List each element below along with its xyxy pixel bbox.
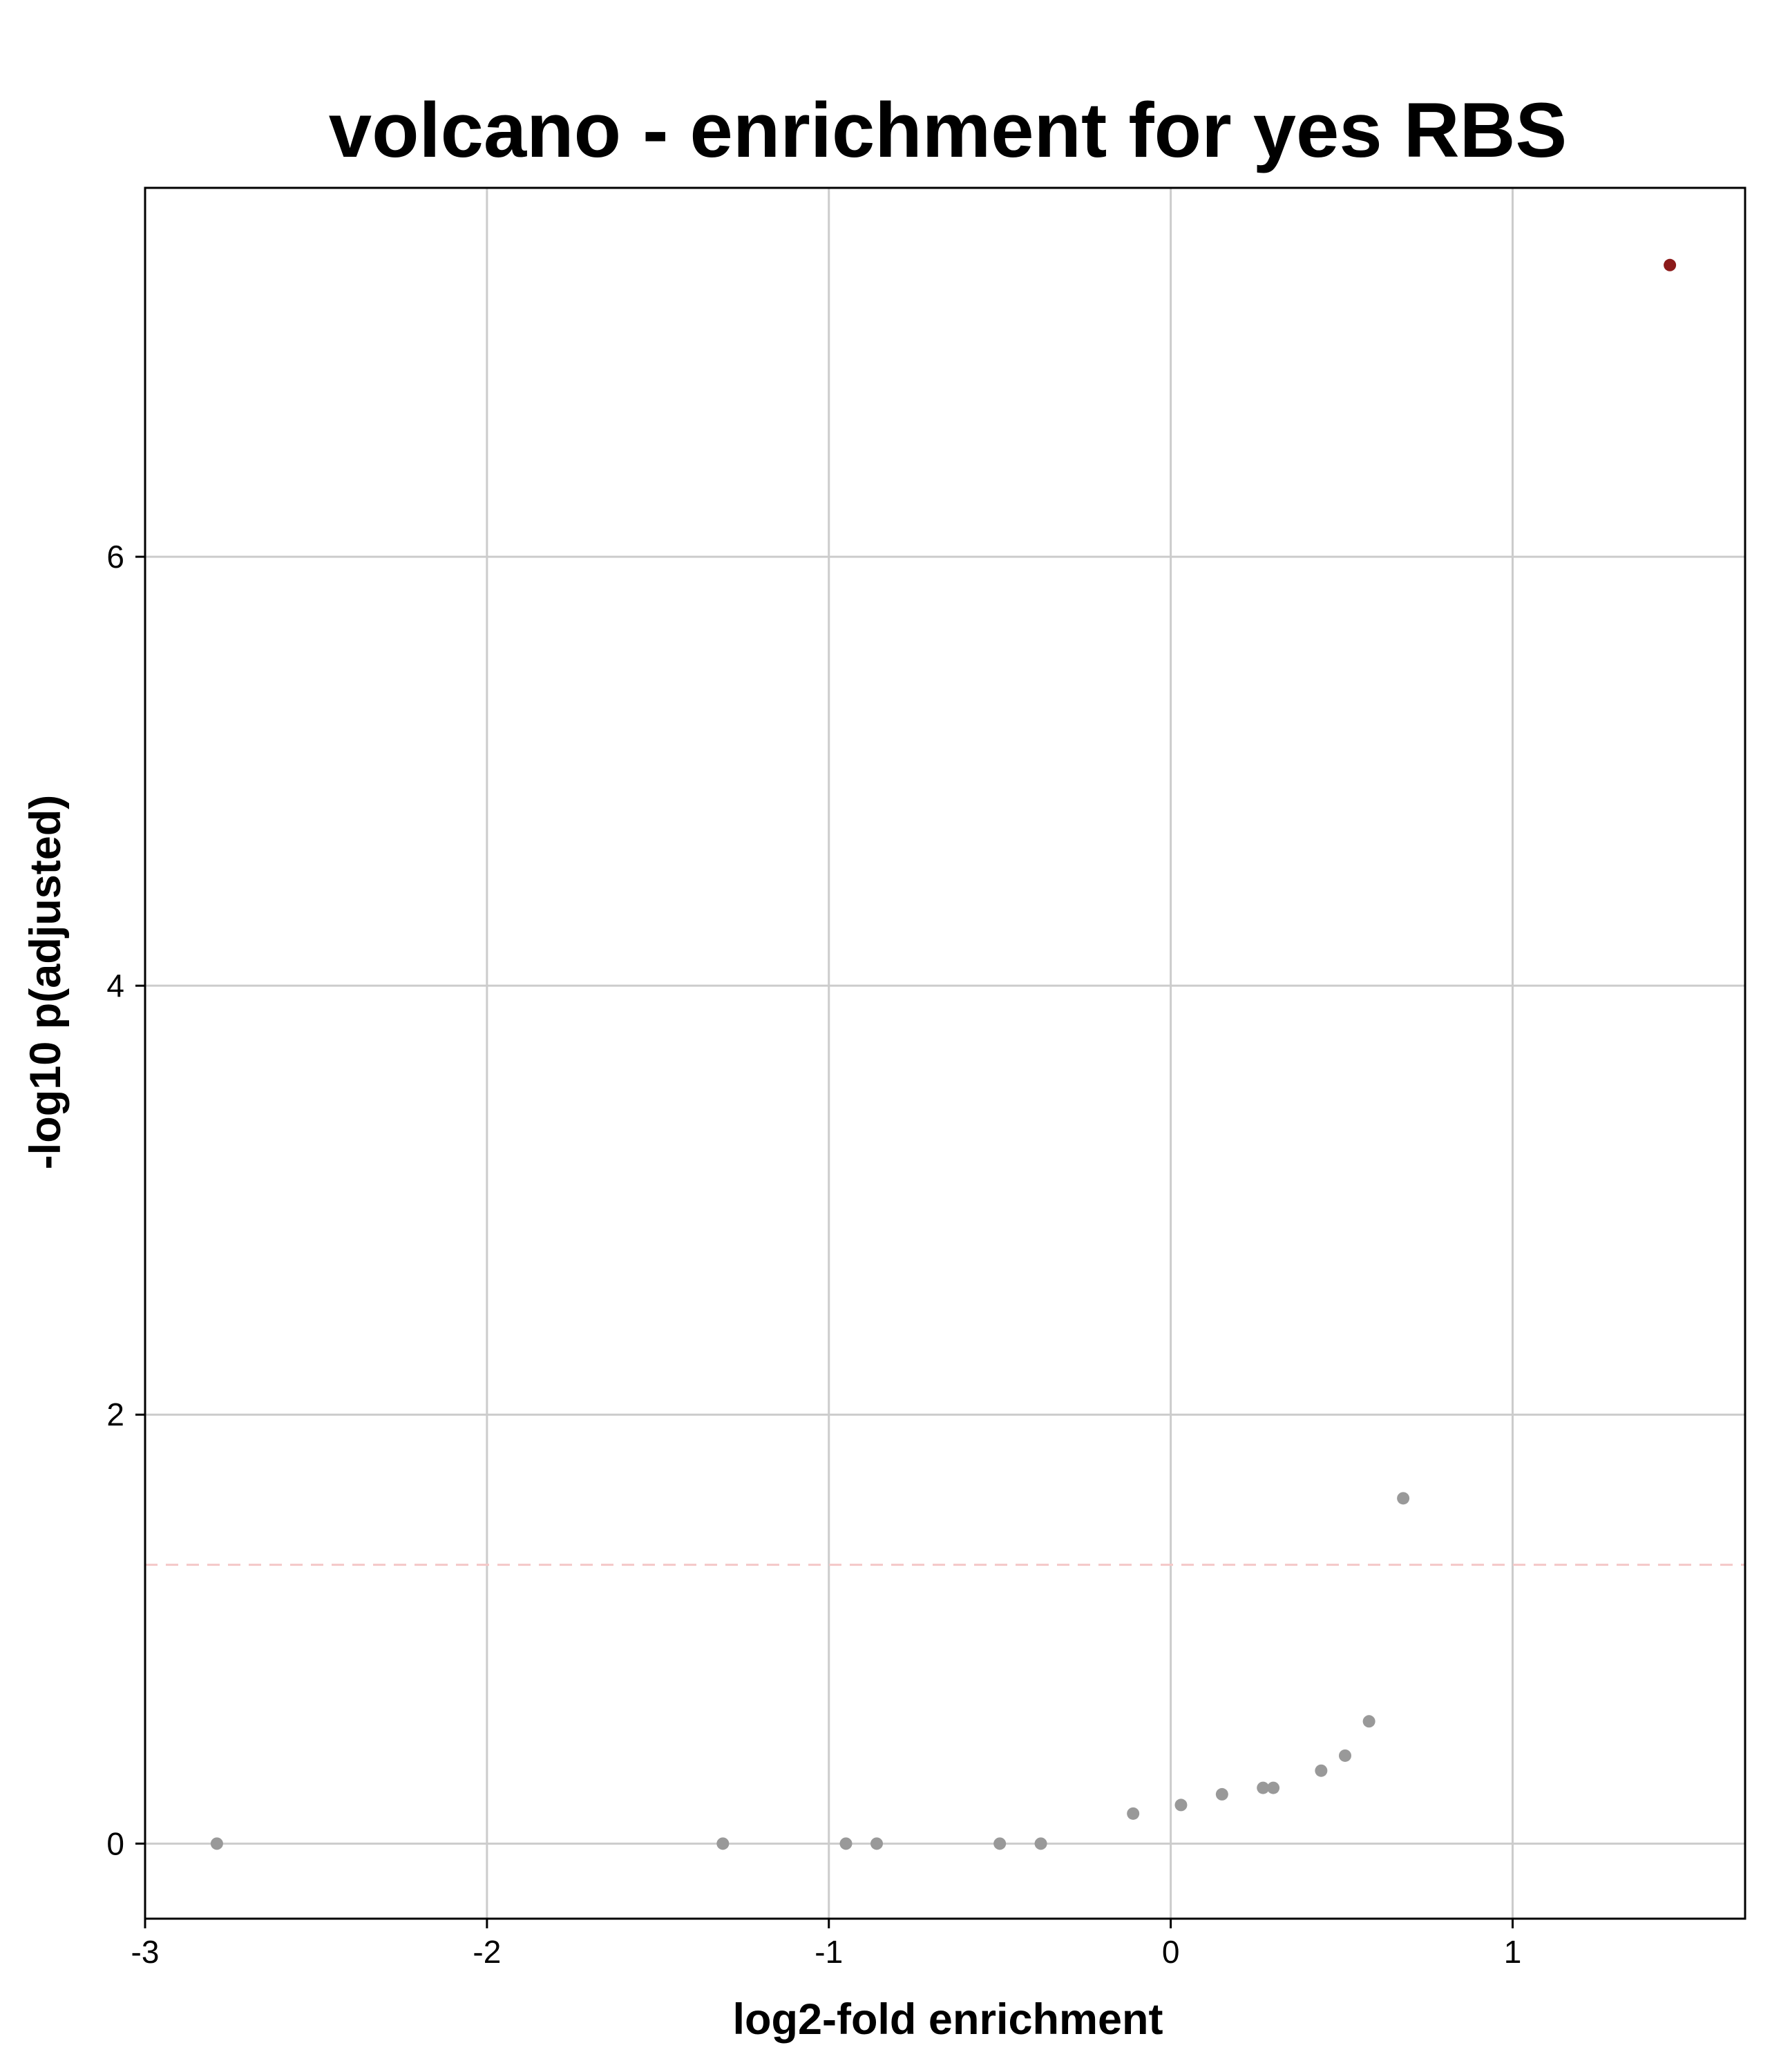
- x-tick-label: 0: [1162, 1934, 1180, 1970]
- data-point: [870, 1837, 884, 1850]
- data-point: [1127, 1807, 1140, 1820]
- chart-title: volcano - enrichment for yes RBS: [329, 87, 1567, 173]
- x-axis-label: log2-fold enrichment: [732, 1995, 1163, 2044]
- y-tick-label: 0: [106, 1825, 124, 1861]
- y-tick-label: 4: [106, 968, 124, 1004]
- data-point: [1339, 1749, 1351, 1762]
- data-point-significant: [1664, 258, 1677, 271]
- data-point: [1397, 1492, 1410, 1505]
- data-point: [210, 1837, 223, 1850]
- axis-ticks: -3 -2 -1 0 1 0 2 4 6: [106, 539, 1521, 1970]
- grid-lines: [145, 188, 1745, 1919]
- data-point: [1315, 1764, 1328, 1777]
- data-point: [1174, 1798, 1188, 1812]
- data-point: [716, 1837, 730, 1850]
- data-point: [1257, 1781, 1270, 1794]
- data-point: [839, 1837, 853, 1850]
- plot-frame: [144, 186, 1746, 1920]
- data-point: [1215, 1787, 1228, 1801]
- x-tick-label: -3: [131, 1934, 160, 1970]
- x-tick-label: -2: [473, 1934, 501, 1970]
- data-point: [1267, 1781, 1280, 1794]
- y-axis-label: -log10 p(adjusted): [21, 795, 70, 1170]
- y-tick-label: 6: [106, 539, 124, 575]
- x-tick-label: -1: [815, 1934, 843, 1970]
- data-point: [993, 1837, 1007, 1850]
- data-point: [1362, 1715, 1375, 1728]
- data-points: [210, 258, 1677, 1850]
- y-tick-label: 2: [106, 1397, 124, 1432]
- x-tick-label: 1: [1504, 1934, 1522, 1970]
- data-point: [1034, 1837, 1047, 1850]
